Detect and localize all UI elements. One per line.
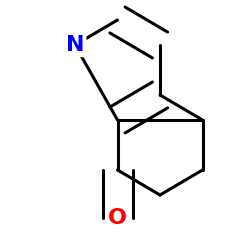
Text: O: O xyxy=(108,208,127,228)
Text: N: N xyxy=(66,35,84,55)
